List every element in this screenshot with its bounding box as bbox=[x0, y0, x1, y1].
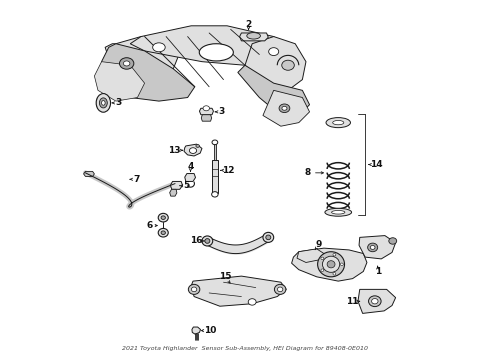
Text: 6: 6 bbox=[146, 221, 152, 230]
Polygon shape bbox=[191, 276, 286, 306]
Ellipse shape bbox=[120, 58, 134, 69]
Ellipse shape bbox=[332, 211, 345, 214]
Ellipse shape bbox=[96, 94, 111, 112]
Ellipse shape bbox=[322, 256, 340, 273]
Ellipse shape bbox=[161, 216, 166, 220]
Ellipse shape bbox=[248, 299, 256, 305]
Ellipse shape bbox=[321, 269, 324, 271]
Text: 5: 5 bbox=[183, 181, 189, 190]
Text: 3: 3 bbox=[116, 98, 122, 107]
Polygon shape bbox=[214, 144, 216, 160]
Ellipse shape bbox=[192, 287, 197, 292]
Ellipse shape bbox=[101, 100, 105, 105]
Text: 2: 2 bbox=[245, 20, 252, 29]
Polygon shape bbox=[297, 249, 324, 262]
Ellipse shape bbox=[263, 232, 274, 242]
Ellipse shape bbox=[371, 298, 378, 304]
Ellipse shape bbox=[333, 121, 344, 125]
Polygon shape bbox=[184, 144, 202, 156]
Ellipse shape bbox=[282, 106, 287, 110]
Ellipse shape bbox=[158, 213, 168, 222]
Ellipse shape bbox=[326, 118, 350, 128]
Ellipse shape bbox=[274, 284, 286, 294]
Ellipse shape bbox=[203, 106, 210, 111]
Polygon shape bbox=[263, 90, 310, 126]
Ellipse shape bbox=[123, 61, 130, 66]
Polygon shape bbox=[292, 248, 367, 281]
Polygon shape bbox=[240, 33, 269, 41]
Ellipse shape bbox=[99, 98, 107, 108]
Text: 8: 8 bbox=[304, 168, 311, 177]
Polygon shape bbox=[199, 108, 214, 115]
Polygon shape bbox=[358, 289, 395, 314]
Text: 14: 14 bbox=[370, 160, 383, 169]
Polygon shape bbox=[84, 171, 95, 176]
Ellipse shape bbox=[279, 104, 290, 113]
Polygon shape bbox=[212, 160, 218, 193]
Ellipse shape bbox=[282, 60, 294, 70]
Ellipse shape bbox=[202, 236, 213, 246]
Polygon shape bbox=[245, 37, 306, 90]
Ellipse shape bbox=[333, 253, 336, 256]
Ellipse shape bbox=[199, 44, 233, 61]
Text: 15: 15 bbox=[219, 272, 231, 281]
Ellipse shape bbox=[370, 246, 375, 249]
Polygon shape bbox=[192, 327, 200, 334]
Polygon shape bbox=[101, 44, 195, 101]
Polygon shape bbox=[170, 189, 177, 196]
Text: 10: 10 bbox=[204, 326, 217, 335]
Ellipse shape bbox=[153, 43, 165, 52]
Ellipse shape bbox=[190, 148, 196, 153]
Text: 9: 9 bbox=[316, 240, 322, 249]
Ellipse shape bbox=[212, 192, 218, 197]
Polygon shape bbox=[185, 174, 196, 181]
Ellipse shape bbox=[325, 208, 352, 216]
Ellipse shape bbox=[161, 231, 166, 234]
Polygon shape bbox=[201, 115, 212, 121]
Text: 11: 11 bbox=[346, 297, 359, 306]
Text: 7: 7 bbox=[133, 175, 140, 184]
Polygon shape bbox=[171, 181, 183, 189]
Ellipse shape bbox=[321, 257, 324, 260]
Polygon shape bbox=[238, 65, 310, 116]
Ellipse shape bbox=[212, 140, 218, 145]
Ellipse shape bbox=[318, 252, 344, 277]
Polygon shape bbox=[105, 37, 180, 80]
Ellipse shape bbox=[327, 261, 335, 268]
Polygon shape bbox=[130, 26, 288, 65]
Text: 3: 3 bbox=[218, 107, 224, 116]
Text: 13: 13 bbox=[169, 146, 181, 155]
Ellipse shape bbox=[333, 273, 336, 275]
Ellipse shape bbox=[277, 287, 283, 292]
Ellipse shape bbox=[205, 239, 210, 243]
Ellipse shape bbox=[368, 296, 381, 307]
Text: 12: 12 bbox=[222, 166, 235, 175]
Ellipse shape bbox=[188, 284, 200, 294]
Text: 2021 Toyota Highlander  Sensor Sub-Assembly, HEI Diagram for 89408-0E010: 2021 Toyota Highlander Sensor Sub-Assemb… bbox=[122, 346, 368, 351]
Ellipse shape bbox=[158, 228, 168, 237]
Ellipse shape bbox=[389, 238, 397, 244]
Ellipse shape bbox=[247, 33, 260, 39]
Ellipse shape bbox=[266, 235, 271, 240]
Polygon shape bbox=[95, 62, 145, 101]
Ellipse shape bbox=[368, 243, 378, 252]
Ellipse shape bbox=[196, 144, 199, 147]
Text: 16: 16 bbox=[190, 237, 202, 246]
Ellipse shape bbox=[269, 48, 279, 55]
Polygon shape bbox=[97, 96, 110, 110]
Polygon shape bbox=[359, 235, 395, 259]
Text: 1: 1 bbox=[374, 267, 381, 276]
Text: 4: 4 bbox=[187, 162, 194, 171]
Ellipse shape bbox=[341, 263, 343, 266]
